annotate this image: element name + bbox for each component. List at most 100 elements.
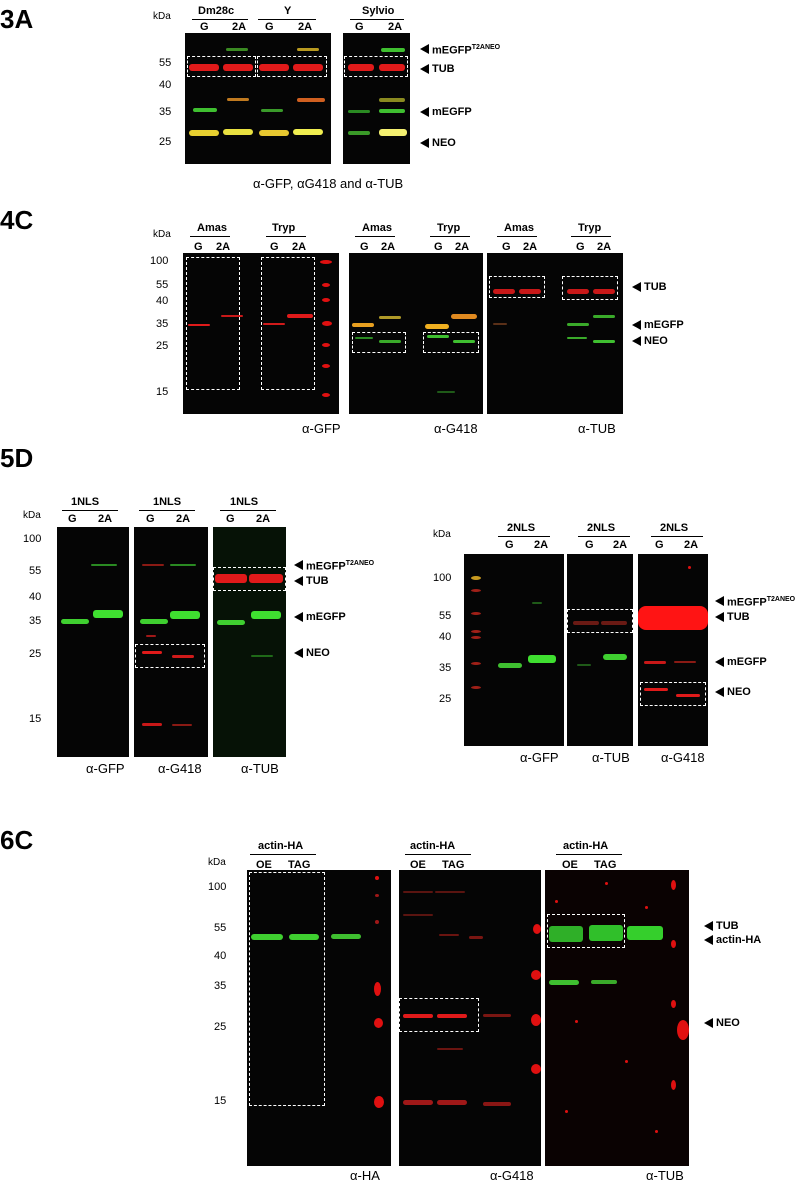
band-label: NEO: [306, 647, 330, 659]
lane-label: G: [146, 513, 155, 525]
band-label: mEGFPT2ANEO: [727, 596, 796, 609]
lane-label: 2A: [176, 513, 191, 525]
kda-label: kDa: [208, 857, 226, 868]
blot-image: [487, 253, 623, 414]
group-label: 1NLS: [230, 496, 259, 508]
lane-label: 2A: [298, 21, 313, 33]
lane-label: 2A: [381, 241, 396, 253]
group-label: 2NLS: [660, 522, 689, 534]
band-label: mEGFP: [727, 656, 767, 668]
mw-marker: 55: [159, 57, 172, 69]
mw-marker: 35: [156, 318, 169, 330]
group-label: actin-HA: [410, 840, 456, 852]
mw-marker: 100: [150, 255, 169, 267]
antibody-label: α-TUB: [646, 1168, 684, 1181]
antibody-label: α-GFP: [520, 750, 559, 765]
lane-label: 2A: [98, 513, 113, 525]
mw-marker: 40: [29, 591, 42, 603]
mw-marker: 35: [214, 980, 227, 992]
lane-label: 2A: [455, 241, 470, 253]
mw-marker: 55: [439, 610, 452, 622]
panel-label-6c: 6C: [0, 825, 34, 855]
mw-marker: 100: [433, 572, 452, 584]
kda-label: kDa: [23, 510, 41, 521]
mw-marker: 40: [156, 295, 169, 307]
lane-label: TAG: [594, 859, 617, 871]
group-label: Amas: [197, 222, 227, 234]
lane-label: G: [505, 539, 514, 551]
mw-marker: 25: [29, 648, 42, 660]
lane-label: G: [226, 513, 235, 525]
panel-label-4c: 4C: [0, 205, 34, 235]
group-label: 1NLS: [71, 496, 100, 508]
mw-marker: 35: [439, 662, 452, 674]
antibody-label: α-G418: [661, 750, 705, 765]
group-label: 2NLS: [587, 522, 616, 534]
lane-label: G: [265, 21, 274, 33]
group-label: Amas: [504, 222, 534, 234]
band-label: NEO: [644, 335, 668, 347]
lane-label: 2A: [216, 241, 231, 253]
mw-marker: 40: [214, 950, 227, 962]
band-label: mEGFPT2ANEO: [306, 560, 375, 573]
group-label: Amas: [362, 222, 392, 234]
band-label: NEO: [716, 1017, 740, 1029]
lane-label: G: [576, 241, 585, 253]
mw-marker: 15: [214, 1095, 227, 1107]
mw-marker: 25: [156, 340, 169, 352]
kda-label: kDa: [153, 11, 171, 22]
lane-label: G: [355, 21, 364, 33]
mw-marker: 55: [156, 279, 169, 291]
blot-image: [567, 554, 633, 746]
lane-label: G: [434, 241, 443, 253]
mw-marker: 40: [159, 79, 172, 91]
lane-label: G: [360, 241, 369, 253]
lane-label: TAG: [288, 859, 311, 871]
band-label: TUB: [644, 281, 667, 293]
group-label: Dm28c: [198, 5, 235, 17]
mw-marker: 25: [159, 136, 172, 148]
group-label: 2NLS: [507, 522, 536, 534]
mw-marker: 25: [439, 693, 452, 705]
blot-image: [183, 253, 339, 414]
group-label: actin-HA: [563, 840, 609, 852]
blot-image: [134, 527, 208, 757]
band-label: mEGFP: [432, 106, 472, 118]
lane-label: TAG: [442, 859, 465, 871]
mw-marker: 40: [439, 631, 452, 643]
blot-image: [213, 527, 286, 757]
lane-label: G: [194, 241, 203, 253]
band-label: NEO: [727, 686, 751, 698]
lane-label: 2A: [534, 539, 549, 551]
lane-label: 2A: [597, 241, 612, 253]
blot-image: [638, 554, 708, 746]
mw-marker: 100: [23, 533, 42, 545]
antibody-label: α-TUB: [241, 761, 279, 776]
antibody-label: α-G418: [434, 421, 478, 436]
lane-label: 2A: [388, 21, 403, 33]
band-label: mEGFP: [644, 319, 684, 331]
band-label: TUB: [432, 63, 455, 75]
lane-label: G: [585, 539, 594, 551]
blot-image: [185, 33, 331, 164]
lane-label: 2A: [292, 241, 307, 253]
panel-label-5d: 5D: [0, 443, 34, 473]
antibody-label: α-GFP: [302, 421, 341, 436]
blot-image: [349, 253, 483, 414]
caption: α-GFP, αG418 and α-TUB: [253, 176, 404, 191]
blot-image: [57, 527, 129, 757]
lane-label: G: [502, 241, 511, 253]
mw-marker: 15: [29, 713, 42, 725]
antibody-label: α-TUB: [578, 421, 616, 436]
antibody-label: α-G418: [490, 1168, 534, 1181]
antibody-label: α-G418: [158, 761, 202, 776]
band-label: TUB: [727, 611, 750, 623]
blot-image: [399, 870, 541, 1166]
mw-marker: 35: [29, 615, 42, 627]
group-label: Tryp: [437, 222, 461, 234]
band-label: actin-HA: [716, 934, 762, 946]
band-label: NEO: [432, 137, 456, 149]
kda-label: kDa: [433, 529, 451, 540]
lane-label: 2A: [523, 241, 538, 253]
